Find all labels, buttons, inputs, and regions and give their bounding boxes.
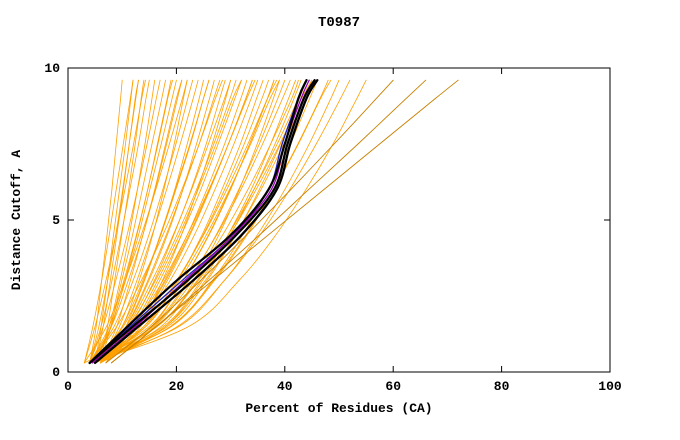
series-line-o [100, 79, 199, 364]
series-line-o [94, 79, 173, 364]
series-line-o [89, 79, 223, 364]
series-line-o [89, 79, 340, 364]
x-tick-label: 100 [598, 379, 622, 394]
series-line-o [89, 79, 286, 364]
series-line-d [110, 79, 459, 364]
series-line-o [94, 79, 269, 364]
series-line-o [105, 79, 210, 364]
series-line-o [94, 79, 134, 364]
series-line-o [89, 79, 296, 364]
x-tick-label: 20 [169, 379, 185, 394]
series-line-o [89, 79, 139, 364]
series-line-k [88, 79, 316, 365]
y-tick-label: 0 [52, 365, 60, 380]
series-line-o [89, 79, 123, 364]
series-line-o [94, 79, 351, 364]
chart-title: T0987 [318, 15, 360, 31]
series-line-o [100, 79, 278, 364]
y-tick-label: 5 [52, 213, 60, 228]
series-line-o [89, 79, 194, 364]
series-line-o [89, 79, 150, 364]
series-line-o [89, 79, 332, 364]
series-line-o [83, 79, 134, 364]
x-axis-label: Percent of Residues (CA) [245, 401, 432, 416]
x-tick-label: 0 [64, 379, 72, 394]
series-line-o [100, 79, 299, 364]
x-tick-label: 80 [494, 379, 510, 394]
series-line-d [105, 79, 394, 364]
series-line-k [88, 79, 308, 365]
series-line-p [91, 79, 310, 364]
x-tick-label: 60 [385, 379, 401, 394]
series-line-k [93, 79, 319, 365]
series-line-o [100, 79, 183, 364]
series-line-o [89, 79, 161, 364]
series-line-o [89, 79, 226, 364]
series-line-o [94, 79, 177, 364]
series-line-o [89, 79, 367, 364]
y-tick-label: 10 [44, 61, 60, 76]
series-line-o [100, 79, 221, 364]
y-axis-label: Distance Cutoff, A [9, 150, 24, 291]
x-tick-label: 40 [277, 379, 293, 394]
plot-area: 0 20 40 60 80 100 0 5 10 [44, 61, 622, 394]
series-line-o [83, 79, 146, 364]
series-line-o [94, 79, 280, 364]
